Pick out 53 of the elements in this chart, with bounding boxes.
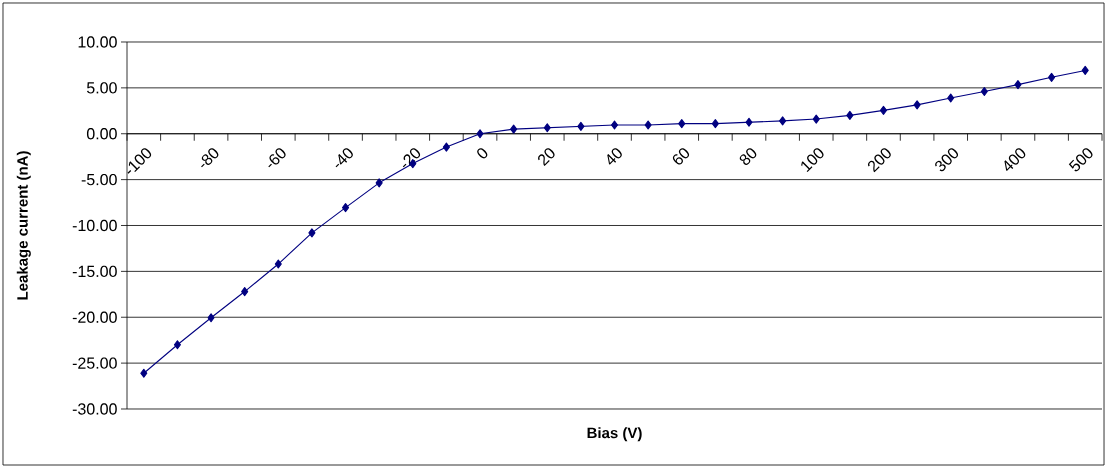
- x-tick-label: -40: [335, 148, 353, 168]
- x-tick-label: -80: [201, 148, 219, 168]
- y-tick-label: -10.00: [72, 219, 117, 232]
- point: [442, 142, 450, 152]
- point: [610, 120, 619, 130]
- x-tick-label: 200: [867, 148, 891, 173]
- point: [745, 117, 753, 127]
- point: [140, 368, 148, 378]
- y-tick-label: 5.00: [86, 82, 117, 94]
- y-tick-label: -15.00: [72, 265, 117, 278]
- point: [779, 116, 787, 126]
- y-tick-label: -20.00: [72, 311, 117, 323]
- point: [879, 105, 888, 115]
- point: [678, 119, 686, 129]
- point: [980, 86, 988, 97]
- x-tick-label: 80: [739, 148, 757, 165]
- point: [1081, 65, 1089, 75]
- point: [577, 121, 585, 131]
- x-tick-label: -60: [268, 148, 286, 168]
- point: [644, 120, 652, 130]
- y-tick-label: -5.00: [81, 173, 117, 186]
- point: [510, 124, 518, 134]
- y-tick-label: -25.00: [72, 357, 117, 369]
- point: [341, 203, 350, 213]
- x-tick-label: 60: [672, 148, 690, 165]
- y-tick-label: 0.00: [86, 128, 117, 140]
- point: [241, 287, 249, 297]
- point: [543, 123, 551, 133]
- point: [476, 129, 484, 139]
- x-tick-label: -100: [127, 148, 152, 174]
- point: [173, 340, 181, 350]
- point: [207, 313, 215, 323]
- point: [913, 100, 921, 110]
- x-tick-label: 20: [538, 148, 555, 167]
- point: [947, 93, 955, 103]
- point: [375, 178, 383, 188]
- point: [1048, 72, 1056, 82]
- x-tick-label: 40: [607, 148, 622, 165]
- x-axis-title: Bias (V): [587, 427, 642, 442]
- x-tick-label: 500: [1068, 148, 1093, 172]
- point: [308, 228, 316, 238]
- x-tick-label: 100: [801, 148, 824, 173]
- point: [1014, 80, 1022, 90]
- x-tick-label: 300: [935, 148, 959, 172]
- point: [812, 114, 820, 124]
- point: [846, 110, 854, 120]
- point: [274, 259, 282, 269]
- point: [711, 119, 719, 129]
- y-tick-label: -30.00: [72, 403, 117, 415]
- x-tick-label: 400: [1004, 148, 1026, 171]
- y-axis-title: Leakage current (nA): [16, 151, 31, 300]
- x-tick-label: 0: [477, 148, 488, 159]
- y-tick-label: 10.00: [78, 36, 117, 48]
